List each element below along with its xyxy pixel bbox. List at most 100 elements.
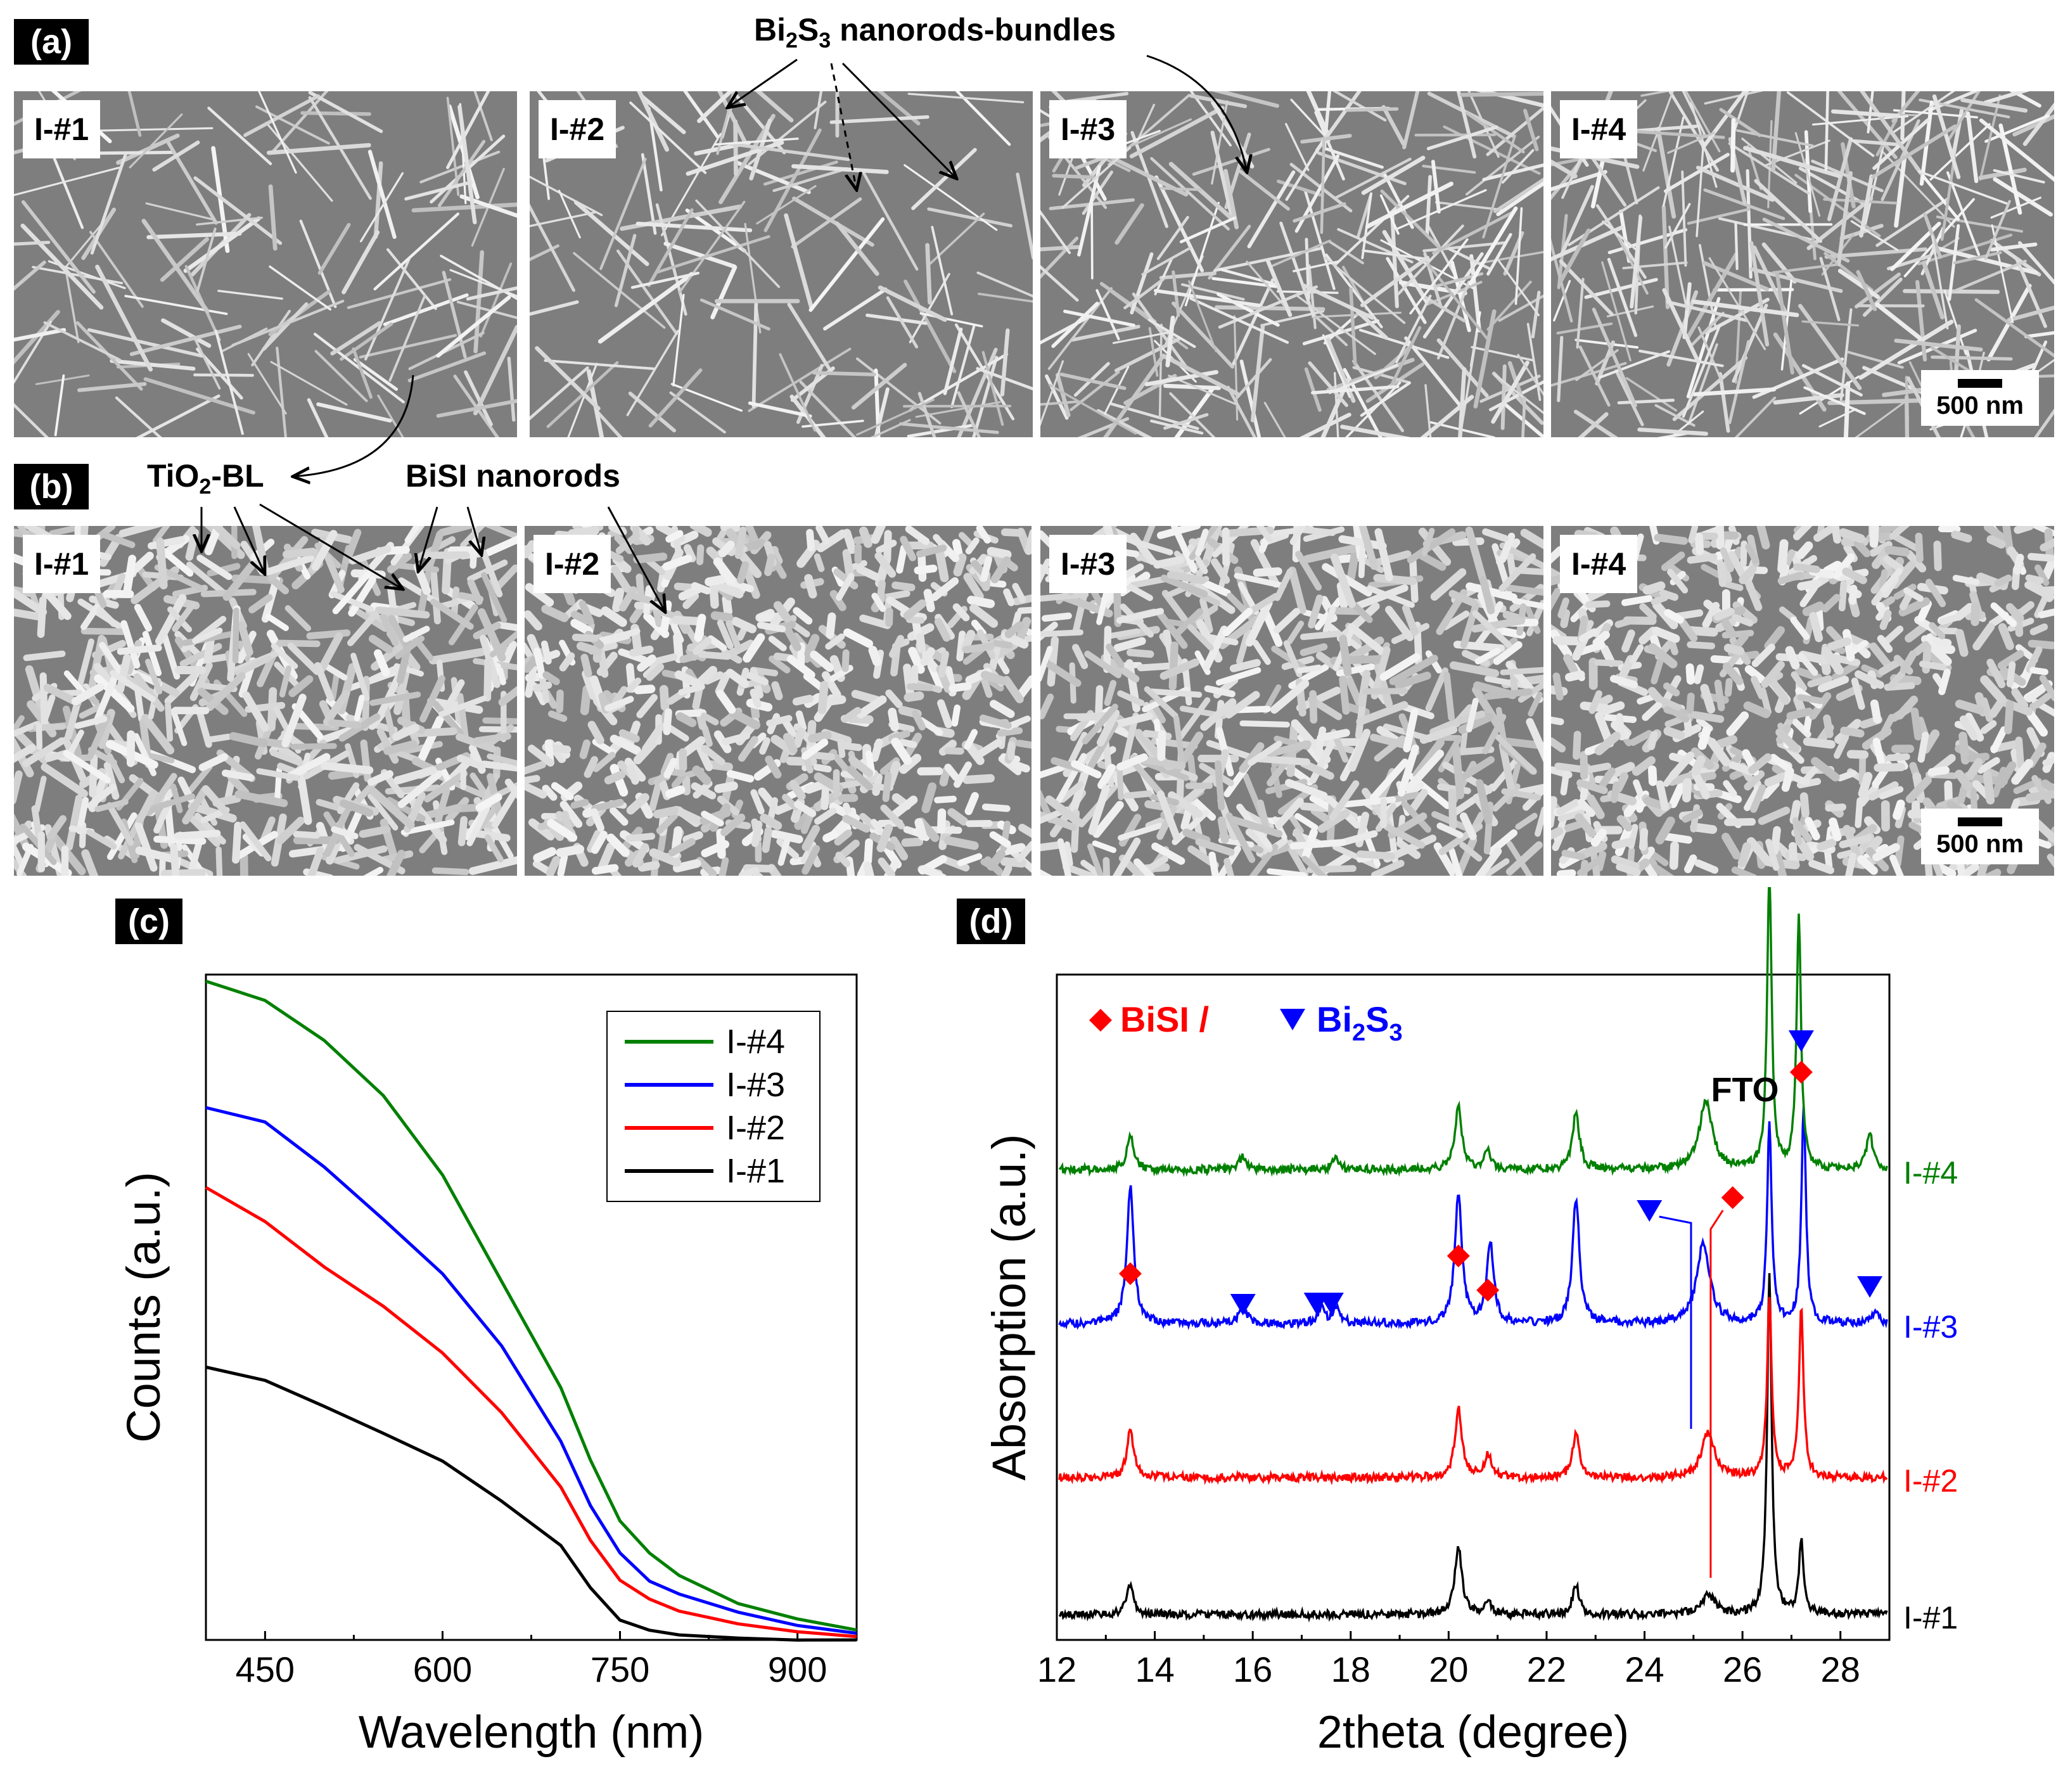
nanorod bbox=[1496, 181, 1543, 217]
nanorod bbox=[1286, 620, 1305, 644]
nanorod bbox=[1917, 731, 1929, 763]
nanorod bbox=[1301, 283, 1375, 320]
nanorod bbox=[1877, 635, 1893, 653]
nanorod bbox=[1887, 669, 1906, 689]
nanorod bbox=[1003, 588, 1015, 606]
nanorod bbox=[359, 825, 391, 838]
nanorod bbox=[1459, 842, 1483, 862]
nanorod bbox=[1580, 762, 1611, 774]
nanorod bbox=[663, 708, 672, 736]
arrow bbox=[418, 506, 438, 572]
nanorod bbox=[957, 853, 983, 866]
nanorod bbox=[751, 821, 763, 847]
nanorod bbox=[782, 733, 798, 754]
nanorod bbox=[1921, 729, 1940, 754]
nanorod bbox=[594, 409, 623, 437]
nanorod bbox=[609, 628, 641, 642]
sem-label: I-#3 bbox=[1049, 535, 1127, 593]
nanorod bbox=[80, 627, 127, 636]
nanorod bbox=[587, 720, 604, 745]
nanorod bbox=[1366, 585, 1415, 608]
nanorod bbox=[765, 755, 782, 779]
nanorod bbox=[1236, 627, 1252, 665]
nanorod bbox=[570, 618, 594, 636]
nanorod bbox=[1256, 526, 1273, 542]
nanorod bbox=[222, 769, 255, 781]
nanorod bbox=[251, 309, 291, 367]
nanorod bbox=[1000, 857, 1026, 868]
nanorod bbox=[1990, 726, 2008, 753]
nanorod bbox=[782, 793, 799, 811]
nanorod bbox=[1158, 323, 1163, 419]
nanorod bbox=[868, 646, 882, 667]
nanorod bbox=[859, 526, 872, 548]
nanorod bbox=[1063, 863, 1096, 876]
nanorod bbox=[473, 733, 511, 745]
nanorod bbox=[142, 800, 170, 817]
sem-image-b-4: I-#4 500 nm bbox=[1551, 526, 2054, 876]
nanorod bbox=[1551, 170, 1607, 191]
nanorod bbox=[1576, 278, 1585, 349]
nanorod bbox=[196, 710, 212, 748]
nanorod bbox=[445, 91, 490, 169]
nanorod bbox=[1688, 526, 1699, 544]
nanorod bbox=[1356, 701, 1408, 726]
nanorod bbox=[1926, 640, 1952, 666]
nanorod bbox=[1764, 626, 1785, 650]
nanorod bbox=[1842, 567, 1867, 584]
nanorod bbox=[525, 540, 536, 559]
nanorod bbox=[1330, 553, 1356, 608]
nanorod bbox=[1606, 305, 1654, 317]
nanorod bbox=[231, 300, 345, 347]
nanorod bbox=[1070, 324, 1140, 342]
nanorod bbox=[1042, 612, 1072, 622]
nanorod bbox=[779, 353, 817, 432]
nanorod bbox=[1159, 187, 1203, 191]
nanorod bbox=[1637, 427, 1708, 436]
nanorod bbox=[340, 322, 393, 361]
nanorod bbox=[610, 734, 641, 755]
nanorod bbox=[728, 142, 850, 162]
nanorod bbox=[848, 755, 874, 778]
arrow bbox=[607, 506, 665, 612]
nanorod bbox=[1232, 278, 1275, 366]
nanorod bbox=[692, 684, 704, 710]
nanorod bbox=[1802, 601, 1824, 617]
nanorod bbox=[1166, 571, 1206, 584]
nanorod bbox=[532, 860, 552, 875]
nanorod bbox=[2011, 688, 2029, 710]
nanorod bbox=[282, 547, 317, 559]
nanorod bbox=[759, 737, 770, 755]
arrow bbox=[233, 506, 265, 574]
nanorod bbox=[276, 639, 321, 648]
nanorod bbox=[1270, 679, 1310, 714]
sem-label: I-#1 bbox=[23, 535, 101, 593]
nanorod bbox=[696, 544, 705, 566]
nanorod bbox=[438, 526, 478, 537]
nanorod bbox=[170, 843, 180, 876]
nanorod bbox=[678, 584, 703, 601]
nanorod bbox=[1929, 123, 1991, 181]
nanorod bbox=[610, 764, 629, 797]
nanorod bbox=[734, 526, 747, 560]
nanorod bbox=[743, 633, 765, 663]
nanorod bbox=[624, 757, 646, 782]
nanorod bbox=[1192, 148, 1270, 176]
nanorod bbox=[1821, 594, 1841, 613]
nanorod bbox=[1234, 572, 1287, 589]
series-label: I-#4 bbox=[1903, 1155, 1958, 1191]
plot-frame bbox=[1056, 973, 1891, 1641]
nanorod bbox=[716, 689, 736, 714]
nanorod bbox=[1373, 573, 1417, 586]
nanorod bbox=[1663, 705, 1688, 718]
nanorod bbox=[423, 551, 470, 560]
nanorod bbox=[133, 673, 165, 712]
nanorod bbox=[863, 861, 874, 876]
nanorod bbox=[164, 672, 198, 705]
nanorod bbox=[1915, 279, 1927, 362]
nanorod bbox=[398, 577, 439, 605]
nanorod bbox=[1247, 170, 1296, 248]
nanorod bbox=[1102, 354, 1165, 437]
nanorod bbox=[1954, 603, 1974, 621]
nanorod bbox=[1900, 650, 1917, 674]
